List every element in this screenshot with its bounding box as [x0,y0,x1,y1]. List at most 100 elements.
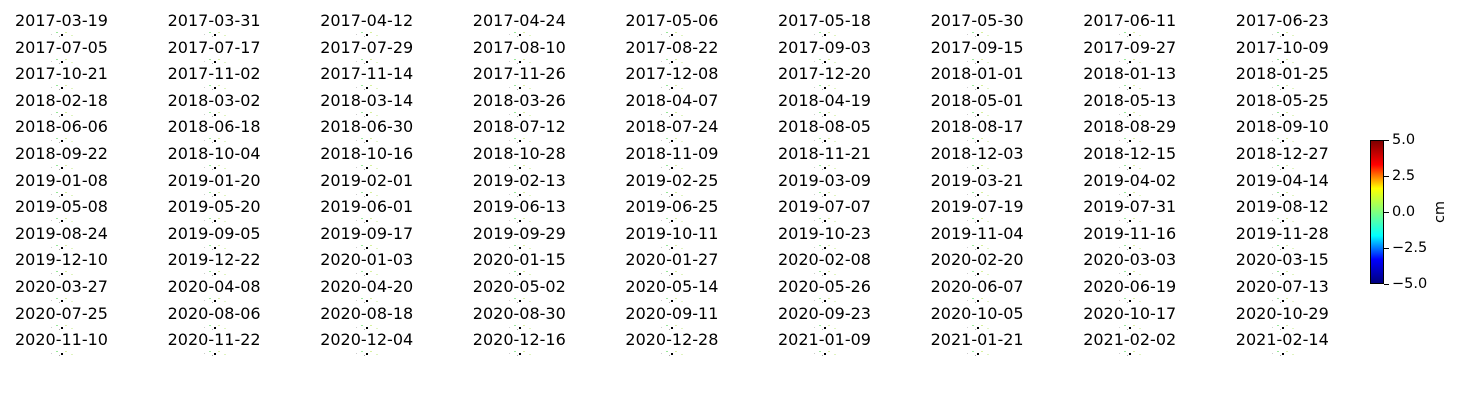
panel-map [203,32,226,37]
panel: 2020-08-18 [305,304,455,330]
map-pixel [834,61,836,63]
map-pixel [61,353,63,356]
map-pixel [518,326,521,329]
panel-title: 2020-10-29 [1235,303,1329,323]
map-pixel [1276,58,1279,60]
map-pixel [822,328,823,330]
colorbar-tick [1384,247,1389,249]
panel: 2017-05-30 [916,11,1066,37]
panel-title: 2019-08-24 [15,223,108,243]
map-pixel [211,248,213,250]
map-pixel [51,326,52,328]
map-pixel [1281,113,1284,116]
panel-map [661,85,684,91]
map-pixel [1127,36,1129,37]
panel-title: 2017-09-27 [1083,37,1177,57]
map-pixel [56,58,58,60]
map-pixel [814,326,815,328]
panel-title: 2017-11-26 [472,64,566,84]
map-pixel [208,32,211,33]
panel: 2018-01-01 [916,64,1066,91]
map-pixel [1129,273,1132,276]
panel-title: 2020-06-07 [930,277,1024,296]
map-pixel [1129,113,1132,116]
panel-map [814,351,836,357]
panel: 2019-12-22 [153,250,303,277]
panel-map [814,111,836,117]
panel-title: 2021-01-21 [930,330,1024,350]
panel-map [1271,165,1294,170]
map-pixel [1285,165,1288,166]
map-pixel [675,165,678,166]
panel: 2019-02-13 [458,171,608,197]
panel: 2019-09-05 [153,224,303,250]
panel: 2020-02-20 [916,250,1066,277]
map-pixel [980,32,983,33]
map-pixel [666,271,669,273]
map-pixel [51,273,52,275]
map-pixel [65,218,67,220]
map-pixel [376,354,379,356]
map-pixel [1133,138,1136,140]
panel-map [203,218,226,224]
map-pixel [61,113,63,116]
map-pixel [1281,353,1284,356]
map-pixel [822,89,823,91]
map-pixel [1281,167,1284,169]
map-pixel [1285,298,1288,299]
map-pixel [971,111,974,113]
map-pixel [356,353,358,355]
map-pixel [1124,191,1127,193]
panel: 2017-06-11 [1068,11,1218,37]
panel: 2017-04-24 [458,11,608,37]
map-pixel [56,324,58,326]
panel-map [966,324,989,330]
panel: 2020-01-15 [458,250,608,277]
map-pixel [971,244,974,246]
map-pixel [213,140,216,143]
map-pixel [522,32,525,33]
map-pixel [675,244,678,246]
panel-map [51,218,73,224]
map-pixel [1119,353,1121,355]
panel-map [966,165,989,170]
map-pixel [675,271,678,273]
map-pixel [65,298,67,299]
panel: 2018-03-26 [458,91,608,117]
map-pixel [213,273,216,276]
panel: 2017-03-31 [153,11,303,37]
map-pixel [828,111,830,113]
panel-title: 2017-06-23 [1235,11,1329,30]
map-pixel [208,324,211,326]
map-pixel [834,141,836,143]
map-pixel [980,165,983,166]
panel-title: 2018-07-24 [625,117,719,137]
map-pixel [974,142,976,144]
map-pixel [513,218,516,220]
map-pixel [516,328,518,330]
map-pixel [516,195,518,197]
panel-map [51,191,73,197]
map-pixel [966,167,968,168]
panel-title: 2017-10-21 [15,64,108,84]
map-pixel [376,168,379,169]
panel-title: 2018-10-16 [320,144,414,163]
panel: 2019-08-24 [0,224,150,250]
map-pixel [1129,60,1132,63]
map-pixel [51,167,52,168]
panel-map [51,165,73,170]
map-pixel [1139,274,1142,276]
panel-map [356,298,379,303]
map-pixel [364,115,366,117]
map-pixel [518,246,521,249]
map-pixel [966,273,968,275]
map-pixel [666,138,669,140]
map-pixel [208,298,211,299]
map-pixel [1271,60,1273,62]
panel-title: 2018-05-25 [1235,90,1329,110]
panel: 2019-03-09 [763,171,913,197]
map-pixel [971,191,974,193]
map-pixel [669,275,671,277]
map-pixel [669,169,671,170]
panel-map [661,244,684,250]
